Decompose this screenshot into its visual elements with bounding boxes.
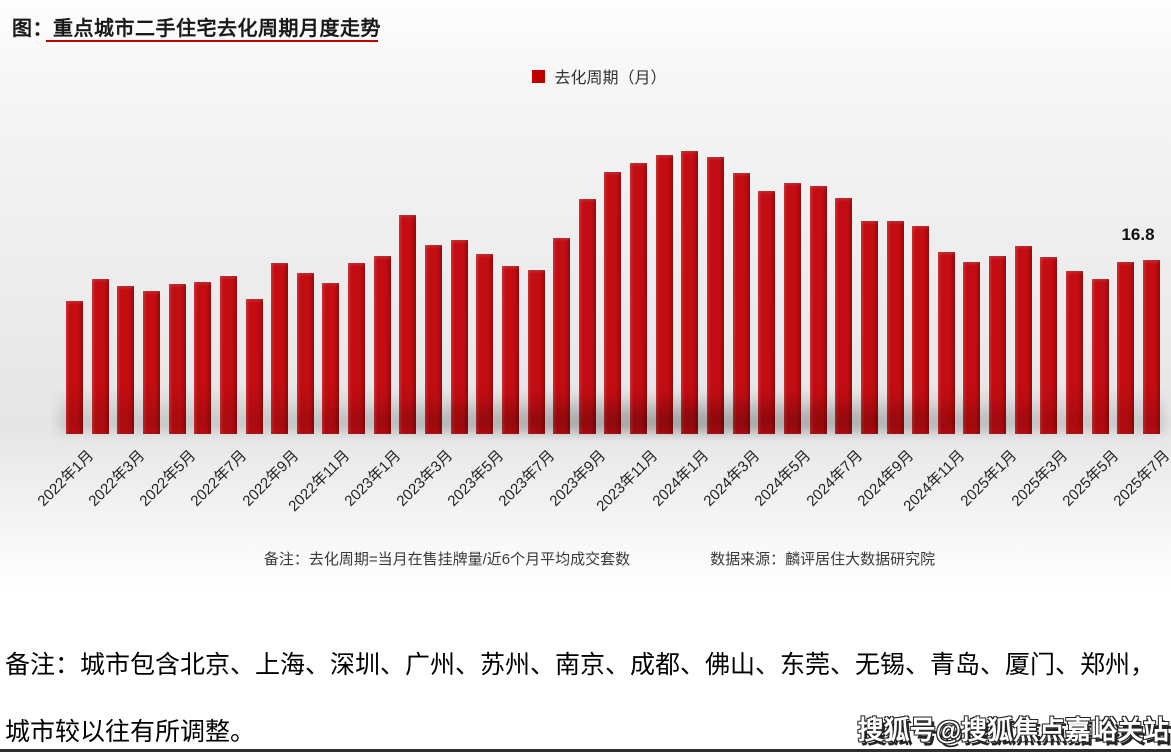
chart-notes: 备注：去化周期=当月在售挂牌量/近6个月平均成交套数 数据来源：麟评居住大数据研… [14,548,1171,569]
watermark-sohu: 搜狐号@搜狐焦点嘉峪关站 [857,715,1169,745]
bar-2025年5月 [1091,278,1109,434]
bar-2022年1月 [66,300,83,434]
bar-2024年12月 [963,262,981,434]
bar-2025年4月 [1066,270,1083,434]
bar-2023年7月 [527,269,545,434]
bar-2023年9月 [578,199,596,434]
bar-2024年11月 [937,252,955,434]
bar-2023年8月 [553,237,571,434]
bar-2023年2月 [399,214,417,434]
bar-2022年12月 [348,263,365,434]
bar-2022年10月 [296,272,314,434]
bar-2023年3月 [425,244,442,434]
legend-label: 去化周期（月） [554,70,667,87]
title-underline [46,40,378,42]
bar-2022年5月 [168,284,186,434]
chart-legend: 去化周期（月） [14,64,1171,88]
bar-2022年8月 [245,298,263,434]
bar-2023年12月 [655,154,673,434]
bar-2025年2月 [1014,245,1032,434]
bar-2022年2月 [91,278,109,434]
bar-2023年11月 [630,163,648,434]
bottom-divider [0,749,1171,752]
chart-note-source: 数据来源：麟评居住大数据研究院 [710,551,936,568]
article-note-line1: 备注：城市包含北京、上海、深圳、广州、苏州、南京、成都、佛山、东莞、无锡、青岛、… [5,652,1156,679]
article-note-line2: 城市较以往有所调整。 [5,719,256,746]
bar-2024年1月 [681,150,699,434]
bar-2025年1月 [989,256,1006,434]
last-bar-value-label: 16.8 [1121,225,1155,244]
bar-2022年3月 [117,286,135,434]
bar-shadow-band [58,388,1165,434]
chart-section: 图：重点城市二手住宅去化周期月度走势 去化周期（月） 16.8 2022年1月 2… [0,0,1171,596]
bar-2024年9月 [886,221,904,434]
bar-2024年3月 [732,173,750,434]
bar-2023年10月 [604,172,622,434]
bar-2023年5月 [476,254,494,434]
bar-2024年8月 [860,221,878,434]
bar-2022年11月 [322,283,340,434]
x-axis-labels: 2022年1月 2022年3月 2022年5月 2022年7月 2022年9月 2022年… [0,441,1171,536]
plot-area [66,150,1160,434]
bar-2024年2月 [707,156,724,434]
bar-2024年6月 [809,185,827,434]
bar-2023年6月 [501,265,519,434]
bar-2023年4月 [450,239,468,434]
bar-2025年6月 [1117,262,1135,434]
bar-2025年3月 [1040,257,1058,434]
bar-2022年7月 [219,275,237,434]
bar-2022年9月 [271,263,289,434]
bar-2025年7月 [1142,260,1160,434]
bar-2024年4月 [758,191,776,434]
chart-note-definition: 备注：去化周期=当月在售挂牌量/近6个月平均成交套数 [263,551,631,568]
bar-2024年7月 [835,198,853,434]
legend-swatch-icon [532,69,546,83]
bar-2022年6月 [194,282,212,434]
chart-title: 图：重点城市二手住宅去化周期月度走势 [12,18,381,40]
bar-2023年1月 [373,256,391,434]
bar-2024年5月 [783,182,801,434]
bar-2022年4月 [142,291,160,434]
bar-2024年10月 [912,226,930,434]
